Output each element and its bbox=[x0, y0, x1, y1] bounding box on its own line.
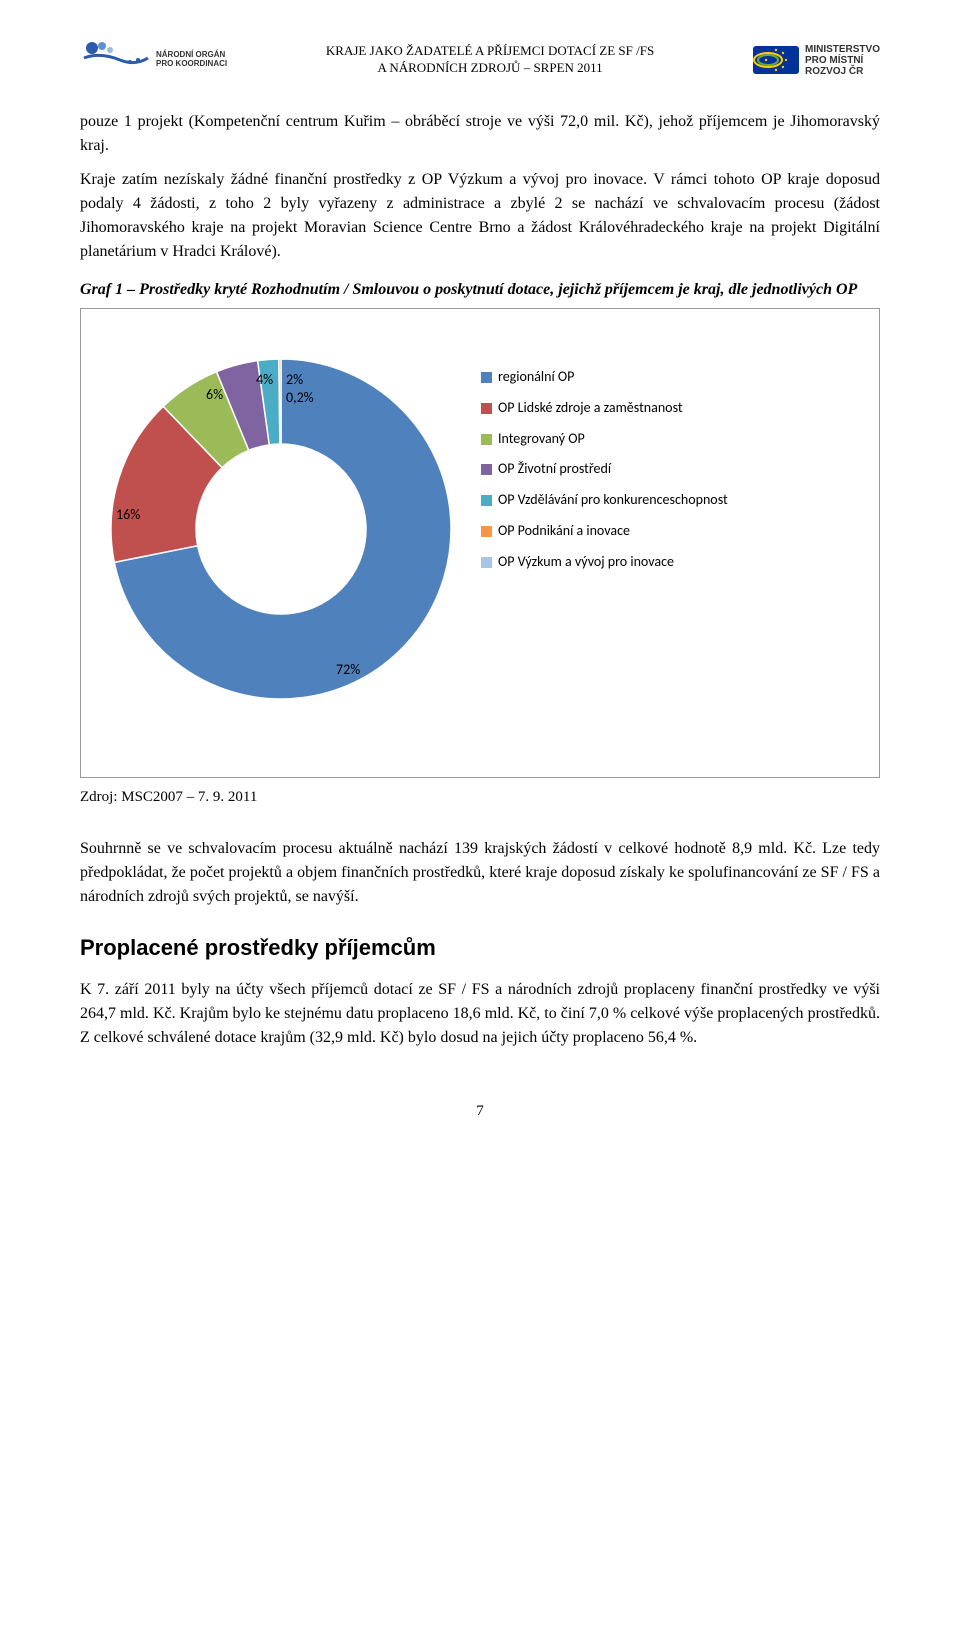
legend-label: OP Životní prostředí bbox=[498, 461, 611, 478]
slice-percent-label: 4% bbox=[256, 369, 273, 390]
logo-left-line2: PRO KOORDINACI bbox=[156, 60, 227, 69]
paragraph-3: Souhrnně se ve schvalovacím procesu aktu… bbox=[80, 837, 880, 909]
logo-right-line2: PRO MÍSTNÍ bbox=[805, 55, 880, 66]
chart-frame: 72%16%6%4%2%0,2% regionální OPOP Lidské … bbox=[80, 308, 880, 778]
chart-legend: regionální OP OP Lidské zdroje a zaměstna… bbox=[481, 369, 728, 585]
legend-label: OP Vzdělávání pro konkurenceschopnost bbox=[498, 492, 728, 509]
chart-area: 72%16%6%4%2%0,2% regionální OPOP Lidské … bbox=[101, 339, 859, 699]
logo-right-line3: ROZVOJ ČR bbox=[805, 66, 880, 77]
logo-right-text: MINISTERSTVO PRO MÍSTNÍ ROZVOJ ČR bbox=[805, 44, 880, 77]
donut-chart: 72%16%6%4%2%0,2% bbox=[111, 359, 451, 699]
donut-slice bbox=[279, 359, 281, 444]
paragraph-4: K 7. září 2011 byly na účty všech příjem… bbox=[80, 978, 880, 1050]
legend-swatch bbox=[481, 557, 492, 568]
slice-percent-label: 0,2% bbox=[286, 387, 314, 408]
paragraph-2: Kraje zatím nezískaly žádné finanční pro… bbox=[80, 168, 880, 264]
legend-swatch bbox=[481, 526, 492, 537]
legend-swatch bbox=[481, 464, 492, 475]
slice-percent-label: 72% bbox=[336, 659, 360, 680]
header-title-line2: A NÁRODNÍCH ZDROJŮ – SRPEN 2011 bbox=[227, 60, 753, 77]
legend-item: Integrovaný OP bbox=[481, 431, 728, 448]
page-header: NÁRODNÍ ORGÁN PRO KOORDINACI KRAJE JAKO … bbox=[80, 40, 880, 80]
logo-left: NÁRODNÍ ORGÁN PRO KOORDINACI bbox=[80, 40, 227, 80]
legend-item: OP Výzkum a vývoj pro inovace bbox=[481, 554, 728, 571]
slice-percent-label: 16% bbox=[116, 504, 140, 525]
legend-item: regionální OP bbox=[481, 369, 728, 386]
legend-item: OP Lidské zdroje a zaměstnanost bbox=[481, 400, 728, 417]
header-title-line1: KRAJE JAKO ŽADATELÉ A PŘÍJEMCI DOTACÍ ZE… bbox=[227, 43, 753, 60]
slice-percent-label: 6% bbox=[206, 384, 223, 405]
legend-swatch bbox=[481, 403, 492, 414]
legend-swatch bbox=[481, 372, 492, 383]
legend-label: OP Podnikání a inovace bbox=[498, 523, 630, 540]
donut-svg bbox=[111, 359, 451, 699]
legend-swatch bbox=[481, 434, 492, 445]
page-number: 7 bbox=[80, 1100, 880, 1123]
chart-title: Graf 1 – Prostředky kryté Rozhodnutím / … bbox=[80, 278, 880, 302]
logo-left-text: NÁRODNÍ ORGÁN PRO KOORDINACI bbox=[156, 51, 227, 69]
legend-swatch bbox=[481, 495, 492, 506]
paragraph-1: pouze 1 projekt (Kompetenční centrum Kuř… bbox=[80, 110, 880, 158]
section-heading: Proplacené prostředky příjemcům bbox=[80, 931, 880, 964]
chart-source: Zdroj: MSC2007 – 7. 9. 2011 bbox=[80, 786, 880, 809]
nok-logo-icon bbox=[80, 40, 150, 80]
header-title: KRAJE JAKO ŽADATELÉ A PŘÍJEMCI DOTACÍ ZE… bbox=[227, 43, 753, 77]
legend-item: OP Životní prostředí bbox=[481, 461, 728, 478]
legend-item: OP Podnikání a inovace bbox=[481, 523, 728, 540]
legend-label: OP Lidské zdroje a zaměstnanost bbox=[498, 400, 683, 417]
legend-item: OP Vzdělávání pro konkurenceschopnost bbox=[481, 492, 728, 509]
logo-right: MINISTERSTVO PRO MÍSTNÍ ROZVOJ ČR bbox=[753, 40, 880, 80]
legend-label: Integrovaný OP bbox=[498, 431, 585, 448]
eu-flag-icon bbox=[753, 40, 799, 80]
legend-label: OP Výzkum a vývoj pro inovace bbox=[498, 554, 674, 571]
logo-right-line1: MINISTERSTVO bbox=[805, 44, 880, 55]
legend-label: regionální OP bbox=[498, 369, 574, 386]
